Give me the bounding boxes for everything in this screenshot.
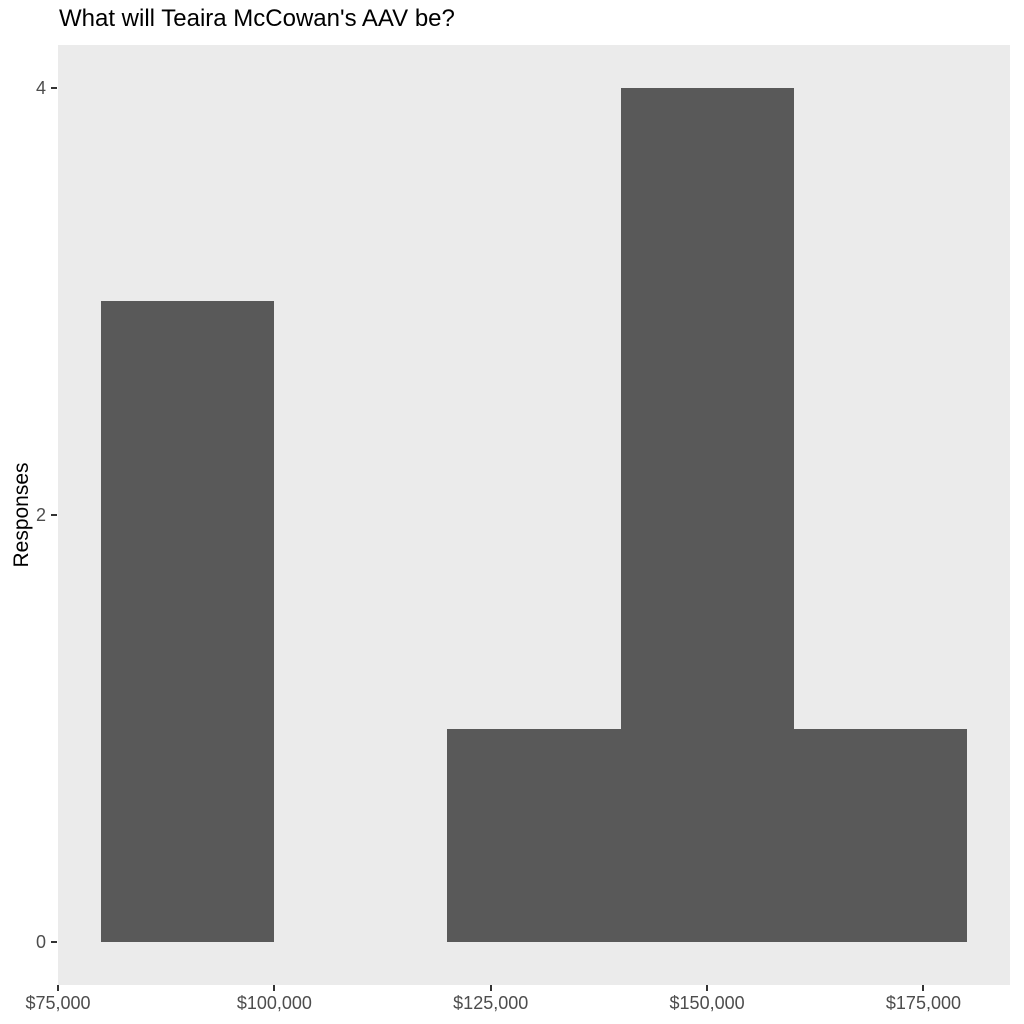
x-tick-mark bbox=[57, 985, 59, 991]
x-tick-label: $100,000 bbox=[236, 993, 312, 1013]
chart-title: What will Teaira McCowan's AAV be? bbox=[59, 5, 455, 32]
y-tick-label: 2 bbox=[35, 505, 46, 525]
y-tick-mark bbox=[51, 514, 57, 516]
histogram-bar bbox=[793, 728, 967, 943]
x-tick-mark bbox=[706, 985, 709, 991]
y-tick-label: 0 bbox=[35, 932, 46, 953]
x-tick-label: $175,000 bbox=[885, 993, 961, 1013]
y-tick-mark bbox=[51, 941, 57, 944]
x-tick-mark bbox=[922, 985, 925, 991]
histogram-bar bbox=[447, 728, 621, 943]
histogram-bar bbox=[101, 301, 275, 943]
histogram-bar bbox=[620, 87, 794, 943]
x-tick-label: $75,000 bbox=[25, 993, 91, 1013]
x-tick-mark bbox=[273, 985, 276, 991]
y-tick-label: 4 bbox=[35, 77, 46, 98]
x-tick-label: $150,000 bbox=[669, 993, 745, 1013]
x-tick-mark bbox=[489, 985, 492, 991]
x-tick-label: $125,000 bbox=[453, 993, 529, 1013]
y-tick-mark bbox=[51, 86, 57, 89]
